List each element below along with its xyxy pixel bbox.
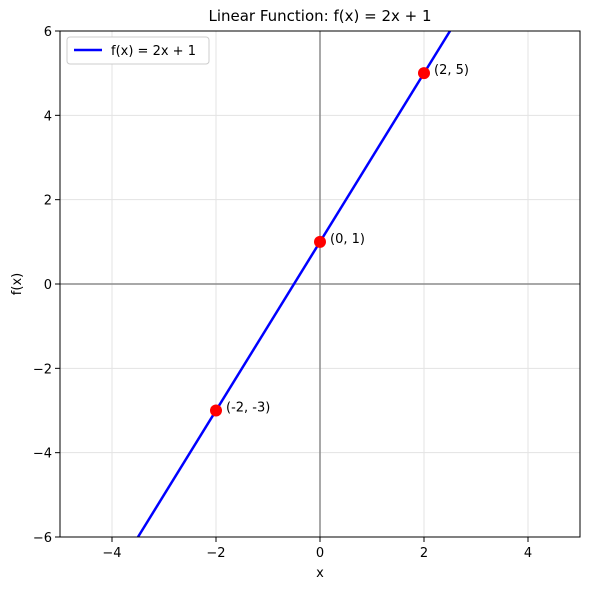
x-tick-label: 4: [524, 546, 532, 561]
data-point: [210, 405, 222, 417]
point-label: (-2, -3): [226, 401, 270, 416]
point-label: (0, 1): [330, 232, 365, 247]
data-point: [314, 236, 326, 248]
y-tick-label: −2: [33, 362, 52, 377]
y-tick-label: 0: [44, 278, 52, 293]
y-tick-label: 4: [44, 109, 52, 124]
data-point: [418, 67, 430, 79]
y-tick-label: 2: [44, 194, 52, 209]
y-tick-label: −6: [33, 531, 52, 546]
y-axis-label: f(x): [10, 273, 25, 295]
legend: f(x) = 2x + 1: [67, 37, 209, 64]
y-tick-label: −4: [33, 447, 52, 462]
x-axis-label: x: [316, 566, 324, 581]
legend-label: f(x) = 2x + 1: [111, 44, 196, 59]
y-tick-label: 6: [44, 25, 52, 40]
x-tick-label: −2: [206, 546, 225, 561]
x-tick-label: 2: [420, 546, 428, 561]
chart-title: Linear Function: f(x) = 2x + 1: [208, 7, 431, 25]
x-tick-label: −4: [102, 546, 121, 561]
x-tick-label: 0: [316, 546, 324, 561]
point-label: (2, 5): [434, 63, 469, 78]
